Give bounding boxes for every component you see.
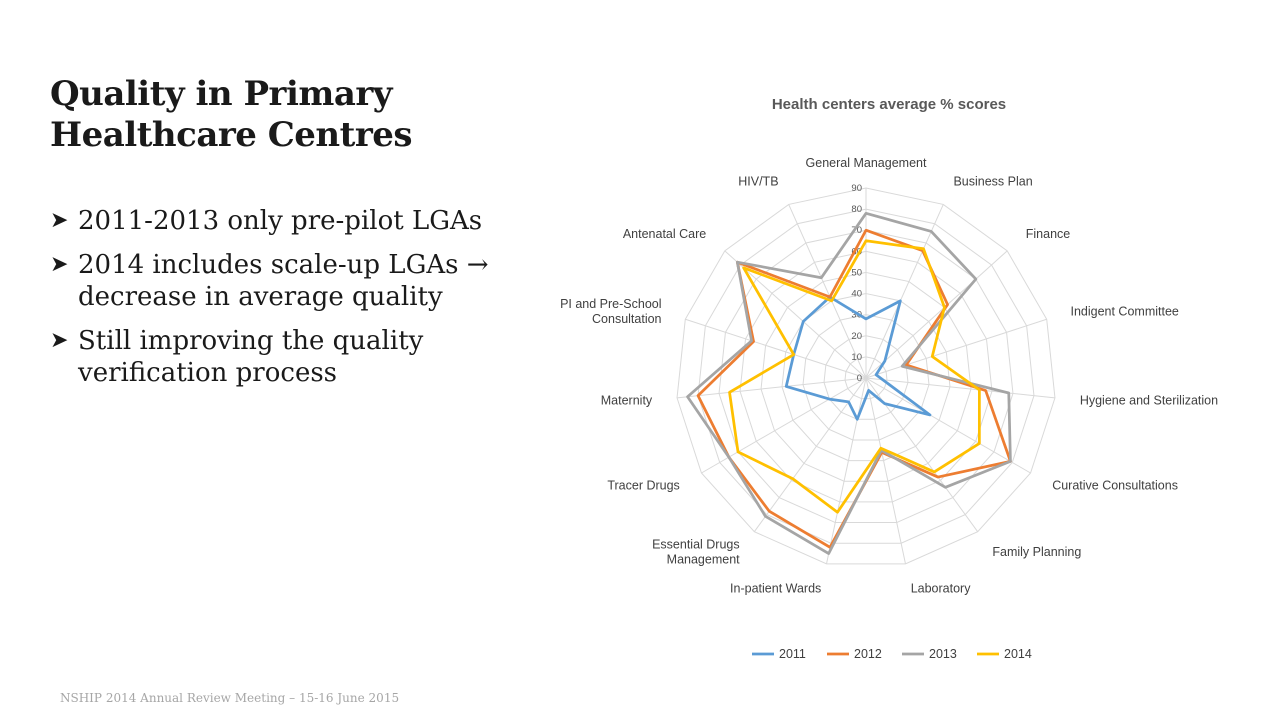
bullet-text: 2014 includes scale-up LGAs → decrease i… bbox=[78, 250, 489, 312]
grid-spoke bbox=[865, 204, 944, 379]
series-line-2011 bbox=[784, 295, 932, 421]
bullet-text: 2011-2013 only pre-pilot LGAs bbox=[78, 206, 483, 236]
grid-ring bbox=[739, 250, 993, 503]
grid-ring bbox=[823, 335, 909, 420]
grid-spoke bbox=[724, 250, 867, 379]
radial-ticks: 0 10 20 30 40 50 60 70 80 90 bbox=[851, 183, 862, 384]
bullet-item: ➤ Still improving the quality verificati… bbox=[50, 325, 520, 389]
category-label: Family Planning bbox=[992, 545, 1081, 559]
category-label: General Management bbox=[806, 156, 927, 170]
tick-label: 50 bbox=[851, 267, 862, 278]
grid-spoke bbox=[865, 377, 906, 564]
grid-spoke bbox=[788, 204, 867, 379]
category-label: Finance bbox=[1026, 227, 1071, 241]
category-labels: General Management Business Plan Finance In… bbox=[560, 156, 1218, 595]
arrow-bullet-icon: ➤ bbox=[50, 328, 69, 353]
tick-label: 80 bbox=[851, 204, 862, 215]
tick-label: 20 bbox=[851, 331, 862, 342]
legend-label: 2013 bbox=[929, 647, 957, 661]
slide-title: Quality in Primary Healthcare Centres bbox=[50, 74, 413, 155]
chart-title: Health centers average % scores bbox=[772, 96, 1006, 113]
category-label: Hygiene and Sterilization bbox=[1080, 393, 1218, 407]
grid-spoke bbox=[865, 377, 1056, 399]
category-label: Laboratory bbox=[911, 581, 972, 595]
grid-spoke bbox=[865, 250, 1008, 379]
series-lines bbox=[686, 211, 1012, 555]
legend: 2011 2012 2013 2014 bbox=[752, 647, 1032, 661]
tick-label: 60 bbox=[851, 246, 862, 257]
bullet-item: ➤ 2014 includes scale-up LGAs → decrease… bbox=[50, 249, 520, 313]
bullet-item: ➤ 2011-2013 only pre-pilot LGAs bbox=[50, 205, 520, 237]
grid-ring bbox=[697, 208, 1035, 544]
grid-spoke bbox=[826, 377, 867, 564]
legend-label: 2011 bbox=[779, 647, 806, 661]
grid-spoke bbox=[753, 377, 867, 533]
category-label: Indigent Committee bbox=[1070, 305, 1178, 319]
tick-label: 90 bbox=[851, 183, 862, 194]
legend-label: 2014 bbox=[1004, 647, 1032, 661]
tick-label: 40 bbox=[851, 289, 862, 300]
category-label: Tracer Drugs bbox=[607, 479, 679, 493]
category-label: Business Plan bbox=[953, 175, 1032, 189]
bullet-list: ➤ 2011-2013 only pre-pilot LGAs ➤ 2014 i… bbox=[50, 205, 520, 401]
category-label: Antenatal Care bbox=[623, 227, 706, 241]
series-line-2014 bbox=[728, 239, 981, 514]
grid-ring bbox=[676, 187, 1056, 565]
grid-spoke bbox=[865, 377, 1031, 474]
grid-spoke bbox=[676, 377, 867, 399]
category-label: Maternity bbox=[601, 393, 653, 407]
bullet-text: Still improving the quality verification… bbox=[78, 326, 424, 388]
arrow-bullet-icon: ➤ bbox=[50, 252, 69, 277]
radar-grid bbox=[676, 187, 1056, 565]
footer-text: NSHIP 2014 Annual Review Meeting – 15-16… bbox=[60, 691, 400, 705]
category-label: HIV/TB bbox=[738, 175, 778, 189]
tick-label: 30 bbox=[851, 310, 862, 321]
category-label: Essential Drugs Management bbox=[652, 537, 740, 566]
grid-ring bbox=[718, 229, 1014, 524]
category-label: Curative Consultations bbox=[1052, 479, 1178, 493]
tick-label: 70 bbox=[851, 225, 862, 236]
radar-chart: Health centers average % scores 0 10 20 30 4… bbox=[560, 96, 1218, 661]
grid-spoke bbox=[865, 318, 1047, 379]
tick-label: 10 bbox=[851, 352, 862, 363]
tick-label: 0 bbox=[857, 373, 862, 384]
category-label: EPI and Pre-School Consultation bbox=[560, 297, 662, 326]
legend-label: 2012 bbox=[854, 647, 882, 661]
series-line-2013 bbox=[686, 211, 1012, 555]
grid-spoke bbox=[685, 318, 867, 379]
category-label: In-patient Wards bbox=[730, 581, 821, 595]
arrow-bullet-icon: ➤ bbox=[50, 208, 69, 233]
